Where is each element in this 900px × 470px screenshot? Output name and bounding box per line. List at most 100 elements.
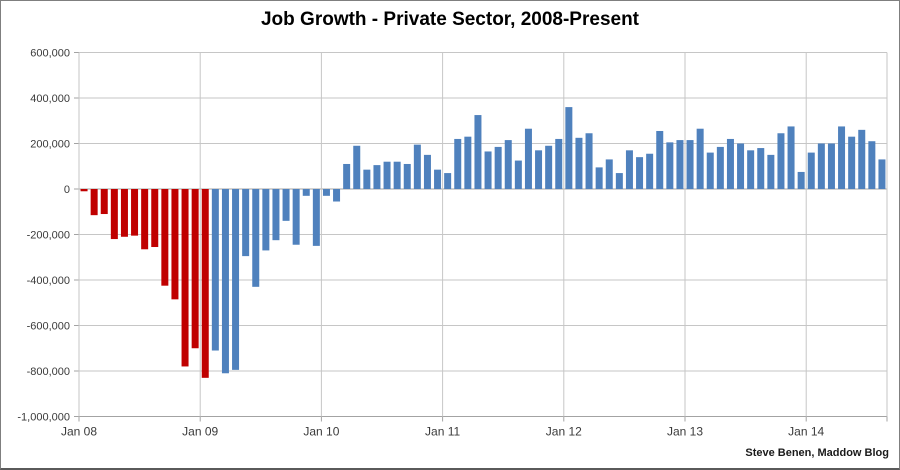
bar-may-13 [726, 138, 734, 189]
bar-may-14 [848, 136, 856, 189]
bar-jan-09 [201, 189, 209, 378]
bar-apr-11 [474, 115, 482, 189]
bar-dec-08 [191, 189, 199, 349]
bar-mar-08 [100, 189, 108, 215]
bar-jul-10 [383, 161, 391, 189]
bar-apr-14 [838, 126, 846, 189]
bar-jan-12 [565, 107, 573, 189]
bar-jan-11 [444, 173, 452, 189]
bar-may-09 [242, 189, 250, 257]
attribution: Steve Benen, Maddow Blog [745, 447, 889, 459]
x-axis-label: Jan 10 [303, 425, 339, 439]
bar-sep-09 [282, 189, 290, 221]
x-axis-label: Jan 08 [61, 425, 97, 439]
y-axis-label: -800,000 [27, 366, 70, 378]
y-axis-label: -600,000 [27, 321, 70, 333]
bar-apr-09 [232, 189, 240, 370]
bar-mar-12 [585, 133, 593, 189]
bar-apr-10 [353, 145, 361, 189]
bar-aug-12 [636, 157, 644, 189]
bar-dec-13 [797, 171, 805, 189]
bar-jun-10 [373, 165, 381, 189]
bar-aug-13 [757, 148, 765, 189]
bar-jan-13 [686, 140, 694, 189]
bar-jun-09 [252, 189, 260, 287]
bar-jul-08 [141, 189, 149, 250]
bar-apr-08 [110, 189, 118, 240]
bar-oct-12 [656, 130, 664, 189]
bar-jul-13 [747, 150, 755, 189]
bar-aug-10 [393, 161, 401, 189]
bar-sep-13 [767, 154, 775, 189]
bar-jan-08 [80, 189, 88, 192]
bar-jun-08 [131, 189, 139, 236]
bar-jan-14 [807, 152, 815, 189]
bar-sep-11 [524, 128, 532, 189]
x-axis-label: Jan 11 [425, 425, 460, 439]
bar-nov-09 [302, 189, 310, 196]
bar-aug-08 [151, 189, 159, 248]
bar-may-08 [120, 189, 128, 237]
bar-sep-08 [161, 189, 169, 286]
bar-aug-11 [514, 160, 522, 189]
bar-jun-11 [494, 146, 502, 189]
y-axis-label: -1,000,000 [17, 412, 70, 424]
bar-oct-11 [535, 150, 543, 189]
bar-sep-10 [403, 163, 411, 189]
bar-mar-11 [464, 136, 472, 189]
bar-feb-14 [817, 143, 825, 189]
bar-jul-14 [868, 141, 876, 189]
chart-title: Job Growth - Private Sector, 2008-Presen… [260, 9, 640, 30]
bar-dec-10 [434, 169, 442, 189]
bar-mar-13 [706, 152, 714, 189]
y-axis-labels: 600,000 400,000 200,000 0 -200,000 -400,000 -6… [17, 48, 70, 424]
bar-nov-08 [181, 189, 189, 367]
bar-feb-12 [575, 137, 583, 189]
bar-may-11 [484, 151, 492, 189]
bar-nov-11 [545, 145, 553, 189]
bar-dec-11 [555, 138, 563, 189]
bar-nov-13 [787, 126, 795, 189]
bar-may-10 [363, 169, 371, 189]
bar-oct-09 [292, 189, 300, 245]
bar-jul-11 [504, 140, 512, 189]
bar-apr-12 [595, 167, 603, 189]
bar-mar-10 [343, 163, 351, 189]
bar-feb-09 [211, 189, 219, 351]
y-axis-label: 0 [64, 184, 70, 196]
bar-sep-12 [646, 153, 654, 189]
x-axis-label: Jan 12 [546, 425, 582, 439]
bar-mar-14 [827, 143, 835, 189]
y-axis-label: -400,000 [27, 275, 70, 287]
bar-aug-09 [272, 189, 280, 241]
bar-jul-09 [262, 189, 270, 251]
x-axis-label: Jan 09 [182, 425, 218, 439]
y-axis-label: 400,000 [30, 93, 70, 105]
bar-oct-08 [171, 189, 179, 300]
x-axis-labels: Jan 08 Jan 09 Jan 10 Jan 11 Jan 12 Jan 13 Jan … [61, 425, 825, 439]
x-axis-label: Jan 13 [667, 425, 703, 439]
bar-nov-10 [423, 154, 431, 189]
bar-oct-10 [413, 144, 421, 189]
bar-feb-08 [90, 189, 98, 216]
bar-jul-12 [625, 150, 633, 189]
bar-jun-14 [858, 129, 866, 189]
bar-aug-14 [878, 159, 886, 189]
bar-jan-10 [322, 189, 330, 196]
bar-oct-13 [777, 133, 785, 189]
y-axis-label: 200,000 [30, 139, 70, 151]
bar-feb-13 [696, 128, 704, 189]
bars [80, 107, 886, 378]
bar-feb-11 [454, 138, 462, 189]
bar-dec-09 [312, 189, 320, 246]
x-axis-label: Jan 14 [788, 425, 824, 439]
bar-dec-12 [676, 140, 684, 189]
bar-jun-12 [615, 173, 623, 189]
bar-nov-12 [666, 142, 674, 189]
bar-mar-09 [221, 189, 229, 374]
bar-apr-13 [716, 146, 724, 189]
bar-may-12 [605, 159, 613, 189]
y-axis-label: -200,000 [27, 230, 70, 242]
